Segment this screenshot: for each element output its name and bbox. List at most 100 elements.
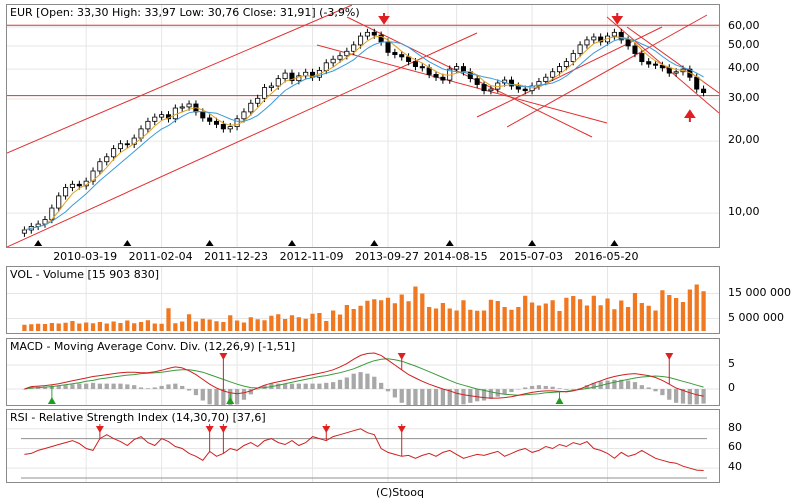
macd-histogram-bar <box>385 389 391 392</box>
price-y-tick-label: 20,00 <box>728 133 760 147</box>
candle-body <box>632 45 638 54</box>
volume-bar <box>701 291 706 331</box>
rsi-panel: RSI - Relative Strength Index (14,30,70)… <box>6 409 720 483</box>
candle-body <box>460 66 466 73</box>
macd-histogram-bar <box>488 389 494 399</box>
candle-body <box>550 71 556 78</box>
date-x-tick-label: 2013-09-27 <box>355 250 419 263</box>
candle-body <box>344 50 350 57</box>
macd-histogram-bar <box>502 389 507 395</box>
candle-body <box>522 88 528 92</box>
volume-bar <box>303 318 308 331</box>
candle-body <box>351 44 357 52</box>
candle-body <box>42 219 48 225</box>
macd-histogram-bar <box>543 385 548 389</box>
volume-bar <box>653 310 658 331</box>
candle-body <box>56 195 62 209</box>
candle-body <box>76 183 82 187</box>
macd-histogram-bar <box>132 385 137 389</box>
volume-bar <box>111 321 116 331</box>
candle-body <box>399 54 405 58</box>
volume-bar <box>365 300 370 331</box>
macd-histogram-bar <box>296 383 301 389</box>
volume-bar <box>344 305 349 331</box>
candle-body <box>611 31 617 37</box>
volume-bar <box>221 322 226 331</box>
volume-bar <box>475 310 480 331</box>
volume-bar <box>331 310 336 331</box>
rsi-overbought-marker <box>397 426 406 433</box>
candle-body <box>666 67 672 74</box>
macd-sell-marker <box>219 353 228 360</box>
candle-body <box>467 71 473 80</box>
macd-histogram-bar <box>145 388 151 389</box>
macd-histogram-bar <box>166 384 171 389</box>
candle-body <box>358 35 364 46</box>
volume-bar <box>248 317 253 331</box>
candle-body <box>646 61 652 65</box>
period-marker <box>610 240 619 246</box>
macd-histogram-bar <box>310 383 315 389</box>
candle-body <box>255 97 261 104</box>
candle-body <box>625 39 631 47</box>
candle-body <box>152 116 158 122</box>
price-panel: EUR [Open: 33,30 High: 33,97 Low: 30,76 … <box>6 4 720 248</box>
candle-body <box>653 63 659 66</box>
volume-bar <box>324 321 329 331</box>
candle-body <box>186 103 192 108</box>
volume-bar <box>200 318 205 331</box>
macd-histogram-bar <box>454 389 459 405</box>
candle-body <box>392 51 398 56</box>
macd-histogram-bar <box>63 385 68 389</box>
trend-line <box>476 26 663 118</box>
price-y-tick-label: 60,00 <box>728 19 760 32</box>
candle-body <box>275 78 281 87</box>
candle-body <box>412 61 418 67</box>
macd-histogram-bar <box>680 389 686 404</box>
candle-body <box>200 111 206 119</box>
macd-histogram-bar <box>516 389 521 390</box>
macd-histogram-bar <box>694 389 699 405</box>
candle-body <box>508 79 515 87</box>
volume-bar <box>22 324 27 331</box>
volume-bar <box>296 317 301 331</box>
candle-body <box>406 56 412 63</box>
volume-bar <box>104 323 109 331</box>
macd-histogram-bar <box>276 383 281 389</box>
volume-bar <box>173 323 178 331</box>
macd-histogram-bar <box>337 379 343 389</box>
candle-body <box>536 81 542 87</box>
macd-histogram-bar <box>317 383 322 389</box>
candle-body <box>21 229 27 234</box>
volume-panel-title: VOL - Volume [15 903 830] <box>10 268 160 281</box>
moving-average-long-line <box>24 38 704 231</box>
candle-body <box>207 117 213 122</box>
volume-bar <box>557 311 562 331</box>
candle-body <box>454 66 460 70</box>
trend-line <box>7 5 353 154</box>
macd-histogram-bar <box>447 389 452 405</box>
macd-histogram-bar <box>125 384 130 389</box>
volume-bar <box>36 323 41 331</box>
period-marker <box>287 240 296 246</box>
candle-body <box>63 187 69 197</box>
volume-bar <box>646 305 651 331</box>
macd-histogram-bar <box>173 383 178 389</box>
macd-histogram-bar <box>56 385 61 389</box>
volume-bar <box>358 305 363 331</box>
candle-body <box>145 120 151 130</box>
volume-bar <box>612 309 617 331</box>
macd-histogram-bar <box>248 389 253 395</box>
volume-bar <box>488 299 494 331</box>
volume-bar <box>598 305 603 331</box>
trend-line <box>316 44 608 124</box>
volume-bar <box>276 314 281 331</box>
candle-body <box>124 143 130 146</box>
volume-bar <box>536 305 542 331</box>
price-y-tick-label: 30,00 <box>728 91 760 104</box>
date-x-tick-label: 2014-08-15 <box>423 250 488 263</box>
candle-body <box>330 58 336 64</box>
macd-histogram-bar <box>372 376 377 389</box>
volume-bar <box>42 324 48 331</box>
candle-body <box>323 62 329 71</box>
